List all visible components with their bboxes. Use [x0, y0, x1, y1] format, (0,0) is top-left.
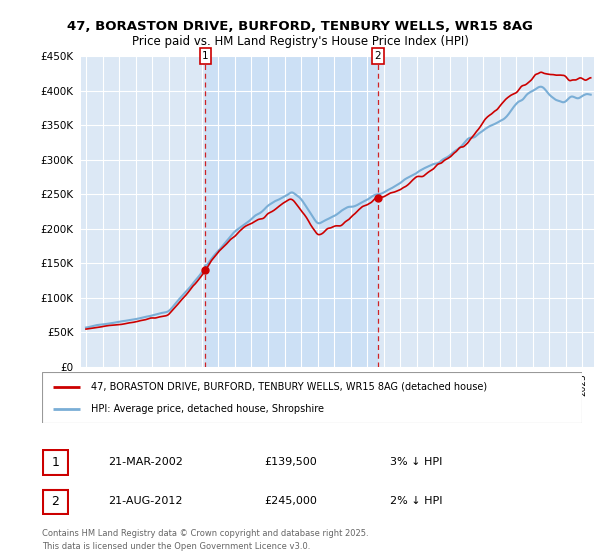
Text: 21-AUG-2012: 21-AUG-2012 [108, 496, 182, 506]
Text: 47, BORASTON DRIVE, BURFORD, TENBURY WELLS, WR15 8AG: 47, BORASTON DRIVE, BURFORD, TENBURY WEL… [67, 20, 533, 32]
Text: 1: 1 [52, 456, 59, 469]
Text: HPI: Average price, detached house, Shropshire: HPI: Average price, detached house, Shro… [91, 404, 323, 414]
Text: 2: 2 [52, 495, 59, 508]
Text: 47, BORASTON DRIVE, BURFORD, TENBURY WELLS, WR15 8AG (detached house): 47, BORASTON DRIVE, BURFORD, TENBURY WEL… [91, 381, 487, 391]
Text: £245,000: £245,000 [264, 496, 317, 506]
Text: 2% ↓ HPI: 2% ↓ HPI [390, 496, 443, 506]
Text: 21-MAR-2002: 21-MAR-2002 [108, 457, 183, 467]
Text: £139,500: £139,500 [264, 457, 317, 467]
Text: Contains HM Land Registry data © Crown copyright and database right 2025.
This d: Contains HM Land Registry data © Crown c… [42, 529, 368, 550]
Text: 3% ↓ HPI: 3% ↓ HPI [390, 457, 442, 467]
Bar [205, 56, 378, 367]
FancyBboxPatch shape [43, 489, 68, 514]
Text: 1: 1 [202, 51, 209, 61]
Text: Price paid vs. HM Land Registry's House Price Index (HPI): Price paid vs. HM Land Registry's House … [131, 35, 469, 48]
Text: 2: 2 [374, 51, 381, 61]
FancyBboxPatch shape [43, 450, 68, 475]
FancyBboxPatch shape [42, 372, 582, 423]
